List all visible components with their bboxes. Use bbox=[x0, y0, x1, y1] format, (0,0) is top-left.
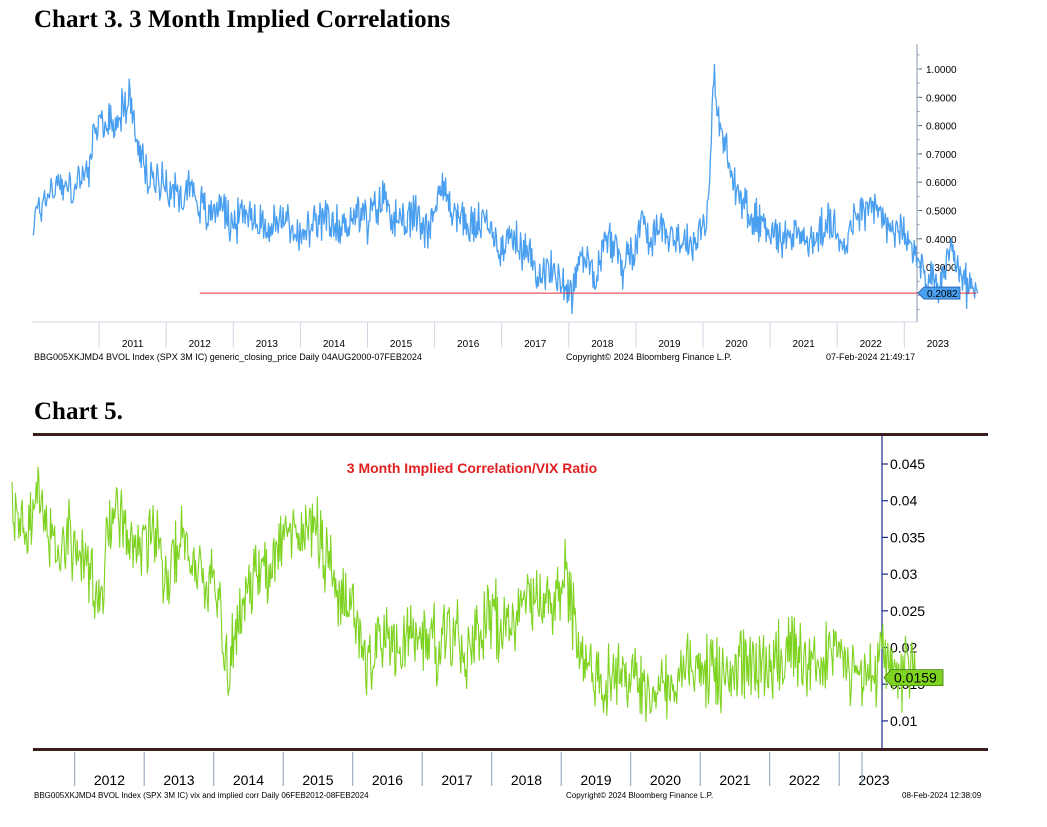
chart-3-last-value-badge bbox=[917, 286, 961, 300]
chart-3-x-tick-label: 2011 bbox=[122, 339, 144, 350]
chart-3-x-tick-label: 2015 bbox=[390, 339, 413, 350]
chart-3-x-tick-label: 2022 bbox=[860, 339, 883, 350]
chart-3-y-tick-label: 0.8000 bbox=[926, 122, 957, 133]
chart-3-last-value-label: 0.2082 bbox=[927, 289, 958, 300]
chart-5-y-tick-label: 0.02 bbox=[890, 640, 917, 656]
chart-5-footer-source: BBG005XKJMD4 BVOL Index (SPX 3M IC) vix … bbox=[34, 791, 369, 800]
chart-5-y-tick-label: 0.025 bbox=[890, 603, 925, 619]
chart-5-bottom-border bbox=[33, 748, 988, 751]
chart-3-x-tick-label: 2020 bbox=[725, 339, 748, 350]
chart-5-last-value-label: 0.0159 bbox=[894, 670, 937, 686]
chart-5-x-tick-label: 2012 bbox=[94, 772, 125, 788]
chart-3-y-tick-label: 0.6000 bbox=[926, 178, 957, 189]
chart-3-x-tick-label: 2013 bbox=[256, 339, 279, 350]
chart-5-y-tick-label: 0.04 bbox=[890, 493, 917, 509]
chart-5-series-line bbox=[11, 466, 916, 723]
chart-5-footer-copyright: Copyright© 2024 Bloomberg Finance L.P. bbox=[566, 791, 714, 800]
chart-5-x-tick-label: 2022 bbox=[789, 772, 820, 788]
chart-3-y-tick-label: 0.7000 bbox=[926, 150, 957, 161]
chart-5-y-tick-label: 0.035 bbox=[890, 529, 925, 545]
chart-5-x-tick-label: 2013 bbox=[163, 772, 194, 788]
chart-3-footer-copyright: Copyright© 2024 Bloomberg Finance L.P. bbox=[566, 352, 732, 362]
chart-5-y-tick-label: 0.03 bbox=[890, 566, 917, 582]
chart-3-x-tick-label: 2019 bbox=[658, 339, 681, 350]
chart-3-y-tick-label: 0.5000 bbox=[926, 207, 957, 218]
chart-5-x-tick-label: 2015 bbox=[302, 772, 333, 788]
chart-3-x-tick-label: 2012 bbox=[189, 339, 212, 350]
chart-3-title: Chart 3. 3 Month Implied Correlations bbox=[34, 6, 451, 33]
chart-3-footer-source: BBG005XKJMD4 BVOL Index (SPX 3M IC) gene… bbox=[34, 352, 422, 362]
chart-5-title: Chart 5. bbox=[34, 398, 123, 425]
chart-3-x-tick-label: 2014 bbox=[323, 339, 346, 350]
chart-5-x-tick-label: 2019 bbox=[580, 772, 611, 788]
chart-5-y-tick-label: 0.01 bbox=[890, 713, 917, 729]
chart-3-x-tick-label: 2016 bbox=[457, 339, 480, 350]
chart-3-x-tick-label: 2023 bbox=[927, 339, 950, 350]
chart-3-x-tick-label: 2017 bbox=[524, 339, 547, 350]
chart-3-footer-timestamp: 07-Feb-2024 21:49:17 bbox=[826, 352, 916, 362]
chart-5-last-value-badge bbox=[883, 669, 944, 686]
chart-5-x-tick-label: 2016 bbox=[372, 772, 403, 788]
chart-5-x-tick-label: 2021 bbox=[719, 772, 750, 788]
chart-5-inner-title: 3 Month Implied Correlation/VIX Ratio bbox=[347, 460, 597, 476]
chart-5-y-tick-label: 0.045 bbox=[890, 456, 925, 472]
chart-5-x-tick-label: 2020 bbox=[650, 772, 681, 788]
chart-3-x-tick-label: 2021 bbox=[793, 339, 816, 350]
chart-3-x-tick-label: 2018 bbox=[591, 339, 614, 350]
chart-3-y-tick-label: 0.3000 bbox=[926, 263, 957, 274]
chart-5-x-tick-label: 2014 bbox=[233, 772, 264, 788]
chart-5-x-tick-label: 2018 bbox=[511, 772, 542, 788]
chart-3-series-line bbox=[32, 63, 979, 315]
chart-5-top-border bbox=[33, 433, 988, 436]
chart-5-x-tick-label: 2017 bbox=[441, 772, 472, 788]
chart-3-y-tick-label: 0.4000 bbox=[926, 235, 957, 246]
chart-5-footer-timestamp: 08-Feb-2024 12:38:09 bbox=[902, 791, 982, 800]
chart-3-y-tick-label: 1.0000 bbox=[926, 65, 957, 76]
chart-5-x-tick-label: 2023 bbox=[858, 772, 889, 788]
chart-3-y-tick-label: 0.9000 bbox=[926, 93, 957, 104]
